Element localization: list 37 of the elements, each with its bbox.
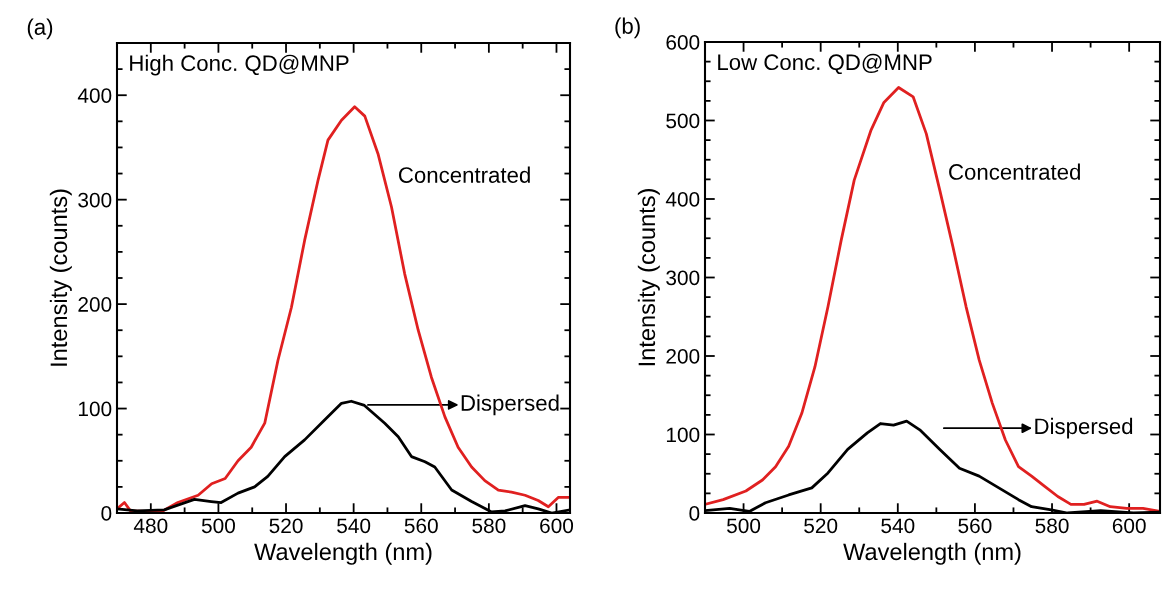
y-tick-label: 600 (666, 35, 700, 50)
annotation: Concentrated (949, 163, 1080, 180)
annotation: Concentrated (398, 166, 530, 183)
x-tick-label: 520 (269, 518, 303, 534)
annotation: Dispersed (1035, 417, 1133, 439)
chart-title: (b) (615, 17, 640, 39)
x-tick-label: 500 (727, 518, 761, 534)
y-axis-title: Intensity (counts) (637, 189, 660, 366)
annotation: Dispersed (461, 394, 559, 416)
y-tick-label: 200 (78, 297, 112, 312)
x-tick-label: 520 (804, 518, 838, 534)
x-tick-label: 580 (1035, 518, 1069, 534)
y-axis-title: Intensity (counts) (49, 189, 72, 366)
y-tick-label: 0 (689, 506, 700, 521)
y-tick-label: 300 (78, 192, 112, 208)
x-tick-label: 540 (881, 518, 915, 534)
annotation: High Conc. QD@MNP (130, 54, 349, 76)
annotation: Low Conc. QD@MNP (718, 53, 932, 75)
chart-title: (a) (27, 18, 53, 40)
x-tick-label: 560 (958, 518, 992, 534)
y-tick-label: 300 (666, 270, 700, 286)
x-tick-label: 500 (201, 518, 235, 534)
y-tick-label: 100 (666, 427, 700, 443)
y-tick-label: 200 (666, 349, 700, 364)
x-axis-title: Wavelength (nm) (254, 542, 432, 565)
y-tick-label: 0 (101, 506, 112, 521)
x-axis-title: Wavelength (nm) (843, 542, 1021, 565)
x-tick-label: 480 (133, 518, 168, 534)
x-tick-label: 540 (337, 518, 371, 534)
x-tick-label: 600 (540, 518, 574, 534)
y-tick-label: 100 (78, 401, 112, 417)
y-tick-label: 400 (665, 192, 700, 207)
x-tick-label: 600 (1112, 518, 1146, 534)
y-tick-label: 400 (77, 88, 112, 103)
x-tick-label: 560 (404, 518, 438, 534)
x-tick-label: 580 (472, 518, 506, 534)
y-tick-label: 500 (666, 113, 700, 129)
